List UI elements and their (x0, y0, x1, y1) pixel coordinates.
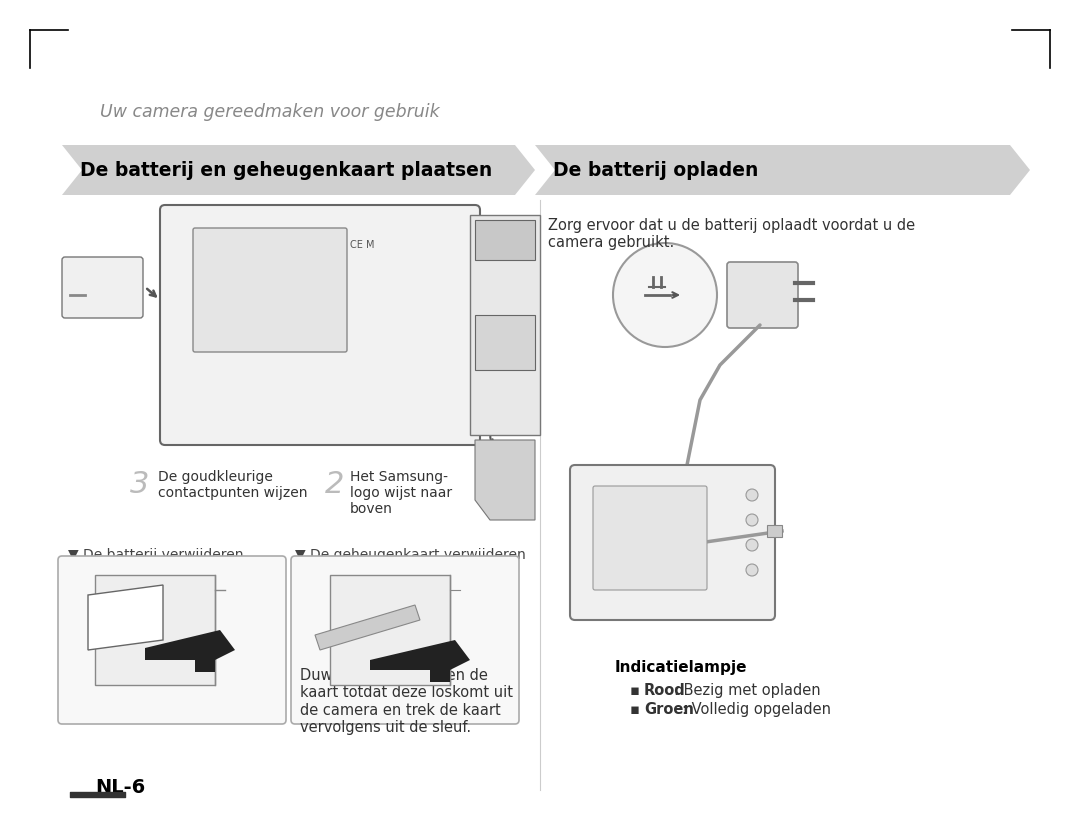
Text: De batterij opladen: De batterij opladen (553, 160, 758, 180)
Polygon shape (87, 585, 163, 650)
FancyBboxPatch shape (193, 228, 347, 352)
Polygon shape (145, 630, 235, 672)
Text: De batterij en geheugenkaart plaatsen: De batterij en geheugenkaart plaatsen (80, 160, 492, 180)
Text: 1: 1 (98, 280, 126, 323)
Circle shape (746, 489, 758, 501)
Text: De goudkleurige
contactpunten wijzen: De goudkleurige contactpunten wijzen (158, 470, 308, 500)
Text: 2: 2 (325, 470, 345, 499)
Text: Het Samsung-
logo wijst naar
boven: Het Samsung- logo wijst naar boven (350, 470, 453, 516)
Text: Rood: Rood (644, 683, 686, 698)
Text: Zorg ervoor dat u de batterij oplaadt voordat u de
camera gebruikt.: Zorg ervoor dat u de batterij oplaadt vo… (548, 218, 915, 250)
Text: Groen: Groen (644, 702, 693, 717)
Text: : Volledig opgeladen: : Volledig opgeladen (681, 702, 831, 717)
Circle shape (746, 514, 758, 526)
FancyBboxPatch shape (475, 315, 535, 370)
Polygon shape (475, 440, 535, 520)
FancyBboxPatch shape (767, 525, 782, 537)
Polygon shape (370, 640, 470, 682)
Text: : Bezig met opladen: : Bezig met opladen (674, 683, 821, 698)
Polygon shape (315, 605, 420, 650)
FancyBboxPatch shape (593, 486, 707, 590)
Polygon shape (535, 145, 1030, 195)
Circle shape (746, 539, 758, 551)
FancyBboxPatch shape (58, 556, 286, 724)
Polygon shape (62, 145, 535, 195)
FancyBboxPatch shape (62, 257, 143, 318)
Text: Duw voorzichtig tegen de
kaart totdat deze loskomt uit
de camera en trek de kaar: Duw voorzichtig tegen de kaart totdat de… (300, 668, 513, 735)
Circle shape (746, 564, 758, 576)
FancyBboxPatch shape (291, 556, 519, 724)
Text: NL-6: NL-6 (95, 778, 145, 797)
Text: Indicatielampje: Indicatielampje (615, 660, 747, 675)
Text: 3: 3 (130, 470, 149, 499)
Text: Uw camera gereedmaken voor gebruik: Uw camera gereedmaken voor gebruik (100, 103, 440, 121)
Text: 4: 4 (198, 410, 227, 453)
Text: CE M: CE M (350, 240, 375, 250)
FancyBboxPatch shape (95, 575, 215, 685)
Text: ▼ De geheugenkaart verwijderen: ▼ De geheugenkaart verwijderen (295, 548, 526, 562)
FancyBboxPatch shape (727, 262, 798, 328)
FancyBboxPatch shape (475, 220, 535, 260)
FancyBboxPatch shape (160, 205, 480, 445)
Text: ▪: ▪ (630, 683, 645, 698)
FancyBboxPatch shape (330, 575, 450, 685)
FancyBboxPatch shape (570, 465, 775, 620)
FancyBboxPatch shape (470, 215, 540, 435)
Text: ▪: ▪ (630, 702, 645, 717)
Circle shape (613, 243, 717, 347)
Text: ▼ De batterij verwijderen: ▼ De batterij verwijderen (68, 548, 243, 562)
